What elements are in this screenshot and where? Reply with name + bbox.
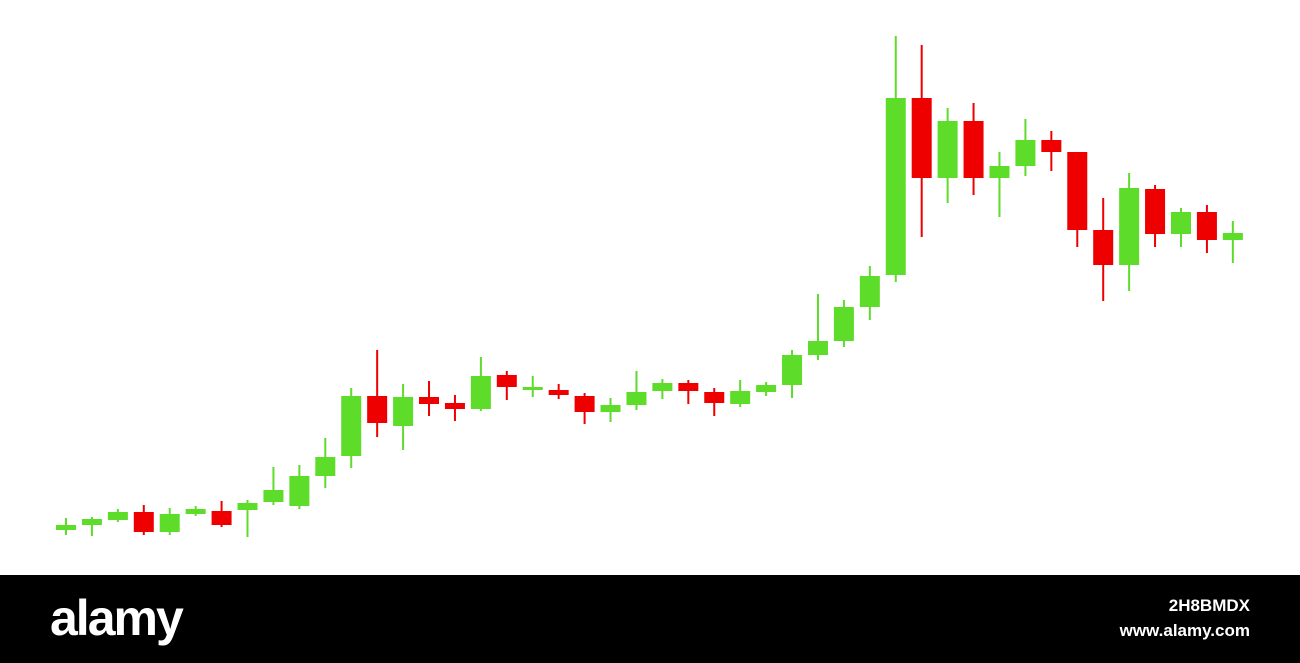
candle-body (678, 383, 699, 391)
candle-body (419, 397, 440, 404)
candle-body (859, 276, 880, 307)
candle-body (444, 403, 465, 409)
candle-body (756, 385, 777, 392)
candle-body (600, 405, 621, 412)
candle-body (730, 391, 751, 404)
candle-body (263, 490, 284, 502)
candle-body (211, 511, 232, 525)
candle-body (1196, 212, 1217, 240)
candle-body (81, 519, 102, 525)
candle-body (548, 390, 569, 395)
candle-body (807, 341, 828, 355)
candle-body (1067, 152, 1088, 230)
candle-body (626, 392, 647, 405)
candle-body (393, 397, 414, 426)
candle-body (56, 525, 76, 530)
candle-body (782, 355, 803, 385)
watermark-logo: alamy (50, 590, 184, 646)
candle-body (107, 512, 128, 520)
watermark-bar (0, 575, 1300, 663)
candle-body (1222, 233, 1243, 240)
candle-body (159, 514, 180, 532)
candle-body (470, 376, 491, 409)
candle-body (185, 509, 206, 514)
candle-body (341, 396, 362, 456)
candle-body (1015, 140, 1036, 166)
candle-body (652, 383, 673, 391)
candle-body (911, 98, 932, 178)
candle-body (963, 121, 984, 178)
candle-body (315, 457, 336, 476)
candle-body (1041, 140, 1062, 152)
candle-body (133, 512, 154, 532)
candle-body (1119, 188, 1140, 265)
candle-body (522, 387, 543, 390)
candle-body (1093, 230, 1114, 265)
candle-body (367, 396, 388, 423)
candle-body (1170, 212, 1191, 234)
candle-body (574, 396, 595, 412)
watermark-id: 2H8BMDX (1169, 596, 1251, 615)
candle-body (496, 375, 517, 387)
candle-body (989, 166, 1010, 178)
candle-body (885, 98, 906, 275)
candle-body (704, 392, 725, 403)
candle-body (937, 121, 958, 178)
candle-body (289, 476, 310, 506)
candle-body (237, 503, 258, 510)
candle-body (1145, 189, 1166, 234)
candle-body (833, 307, 854, 341)
watermark-url: www.alamy.com (1119, 621, 1250, 640)
